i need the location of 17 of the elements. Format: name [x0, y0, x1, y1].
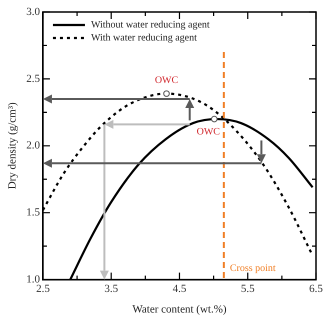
legend-label: With water reducing agent: [90, 32, 198, 44]
y-tick-label: 1.0: [26, 273, 40, 286]
x-tick-label: 3.5: [104, 283, 119, 296]
x-tick-label: 6.5: [309, 283, 324, 296]
x-axis-title: Water content (wt.%): [132, 303, 227, 316]
x-tick-label: 4.5: [172, 283, 187, 296]
y-tick-label: 2.0: [26, 140, 40, 152]
annotation: OWC: [154, 75, 178, 86]
y-tick-label: 1.5: [26, 206, 40, 219]
annotation: OWC: [196, 126, 220, 138]
y-tick-label: 3.0: [26, 6, 40, 18]
x-tick-label: 5.5: [240, 283, 256, 296]
y-axis-title: Dry density (g/cm³): [6, 102, 18, 190]
ref-line-label: Cross point: [230, 263, 276, 274]
y-tick-label: 2.5: [26, 72, 40, 85]
x-tick-label: 2.5: [36, 283, 50, 296]
legend-label: Without water reducing agent: [90, 20, 210, 31]
